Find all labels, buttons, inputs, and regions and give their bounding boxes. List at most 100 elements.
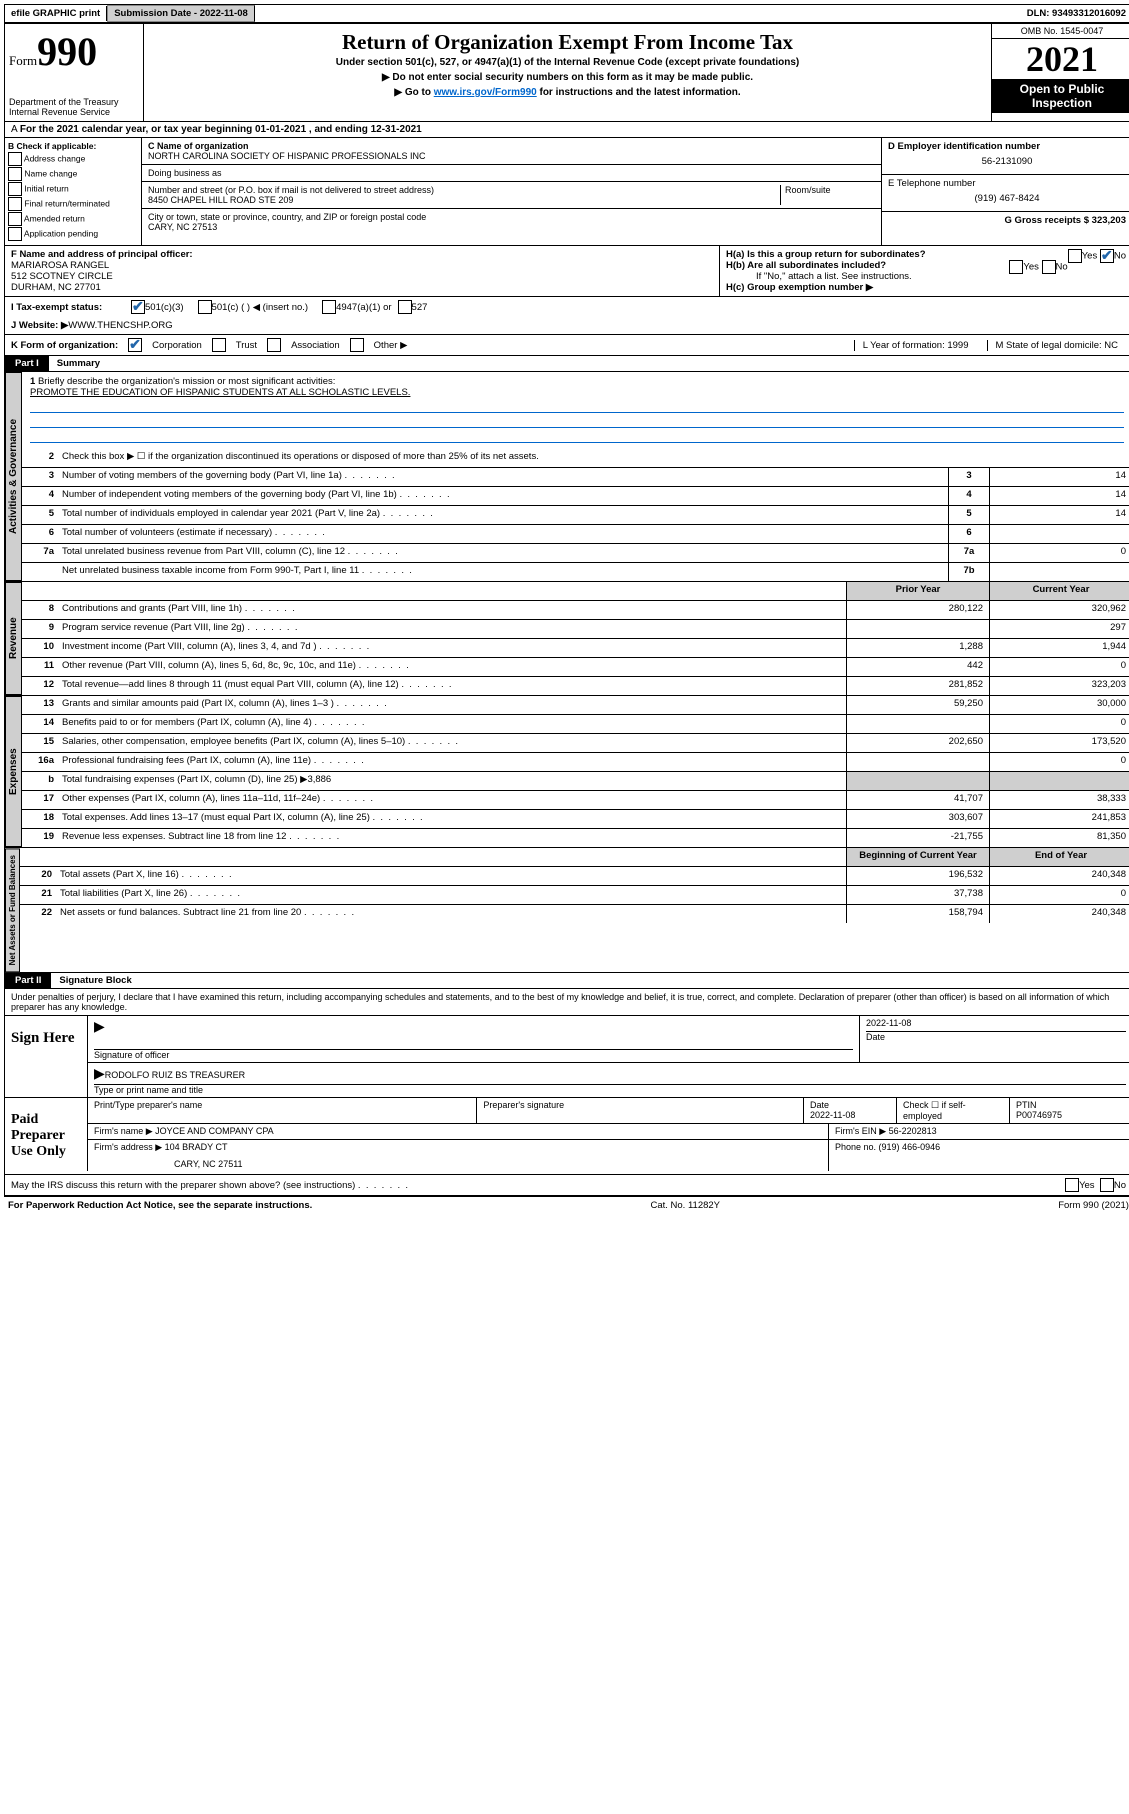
chk-501c[interactable] [198,300,212,314]
irs-link[interactable]: www.irs.gov/Form990 [434,87,537,98]
dept-label: Department of the Treasury Internal Reve… [9,97,139,117]
cell-h: H(a) Is this a group return for subordin… [720,246,1129,296]
val-7a: 0 [989,544,1129,562]
row-klm: K Form of organization: Corporation Trus… [4,335,1129,356]
part1-header: Part I Summary [4,356,1129,372]
prior-15: 202,650 [846,734,989,752]
chk-irs-yes[interactable] [1065,1178,1079,1192]
row-i: I Tax-exempt status: 501(c)(3) 501(c) ( … [4,297,1129,317]
val-6 [989,525,1129,543]
prior-18: 303,607 [846,810,989,828]
row-fh: F Name and address of principal officer:… [4,246,1129,297]
may-irs-row: May the IRS discuss this return with the… [4,1175,1129,1196]
prior-14 [846,715,989,733]
current-8: 320,962 [989,601,1129,619]
val-5: 14 [989,506,1129,524]
chk-other[interactable] [350,338,364,352]
prior-12: 281,852 [846,677,989,695]
right-box: OMB No. 1545-0047 2021 Open to Public In… [991,24,1129,121]
prior-19: -21,755 [846,829,989,847]
current-18: 241,853 [989,810,1129,828]
org-street: 8450 CHAPEL HILL ROAD STE 209 [148,195,293,205]
dln-label: DLN: 93493312016092 [1021,6,1129,21]
val-7b [989,563,1129,581]
current-19: 81,350 [989,829,1129,847]
val-3: 14 [989,468,1129,486]
cell-f: F Name and address of principal officer:… [5,246,720,296]
col-mid: C Name of organizationNORTH CAROLINA SOC… [142,138,881,245]
prior-9 [846,620,989,638]
prior-17: 41,707 [846,791,989,809]
current-9: 297 [989,620,1129,638]
center-title: Return of Organization Exempt From Incom… [144,24,991,121]
prior-20: 196,532 [846,867,989,885]
current-11: 0 [989,658,1129,676]
prep-date: 2022-11-08 [810,1110,855,1120]
org-name: NORTH CAROLINA SOCIETY OF HISPANIC PROFE… [148,151,426,161]
prior-16a [846,753,989,771]
block-bcdefg: B Check if applicable: Address change Na… [4,138,1129,246]
firm-phone: (919) 466-0946 [879,1142,941,1152]
gov-grid: Activities & Governance 1 Briefly descri… [4,372,1129,582]
chk-initial-return[interactable]: Initial return [8,182,138,196]
signer-name: RODOLFO RUIZ BS TREASURER [105,1070,245,1080]
net-grid: Net Assets or Fund Balances Beginning of… [4,848,1129,973]
prior-11: 442 [846,658,989,676]
rev-grid: Revenue Prior YearCurrent Year 8Contribu… [4,582,1129,696]
chk-association[interactable] [267,338,281,352]
tax-year: 2021 [992,39,1129,80]
prior-22: 158,794 [846,905,989,923]
row-j: J Website: ▶ WWW.THENCSHP.ORG [4,317,1129,335]
chk-name-change[interactable]: Name change [8,167,138,181]
public-inspection: Open to Public Inspection [992,80,1129,113]
firm-addr1: 104 BRADY CT [165,1142,228,1152]
gross-receipts: G Gross receipts $ 323,203 [1005,215,1126,226]
firm-ein: 56-2202813 [889,1126,937,1136]
state-domicile: M State of legal domicile: NC [987,340,1127,351]
chk-app-pending[interactable]: Application pending [8,227,138,241]
sign-here-label: Sign Here [5,1016,87,1097]
current-10: 1,944 [989,639,1129,657]
part2-header: Part II Signature Block [4,973,1129,989]
prior-21: 37,738 [846,886,989,904]
top-bar: efile GRAPHIC print Submission Date - 20… [4,4,1129,23]
mission: PROMOTE THE EDUCATION OF HISPANIC STUDEN… [30,387,410,398]
exp-grid: Expenses 13Grants and similar amounts pa… [4,696,1129,848]
ein: 56-2131090 [888,152,1126,171]
title-block: Form990 Department of the Treasury Inter… [4,23,1129,122]
current-22: 240,348 [989,905,1129,923]
chk-final-return[interactable]: Final return/terminated [8,197,138,211]
efile-label: efile GRAPHIC print [5,6,107,21]
vtab-net: Net Assets or Fund Balances [5,848,20,972]
chk-trust[interactable] [212,338,226,352]
sign-date: 2022-11-08 [866,1018,911,1028]
chk-corporation[interactable] [128,338,142,352]
current-12: 323,203 [989,677,1129,695]
current-14: 0 [989,715,1129,733]
vtab-governance: Activities & Governance [5,372,22,581]
chk-irs-no[interactable] [1100,1178,1114,1192]
firm-addr2: CARY, NC 27511 [94,1153,822,1169]
omb-label: OMB No. 1545-0047 [992,24,1129,39]
vtab-expenses: Expenses [5,696,22,847]
paid-preparer-label: Paid Preparer Use Only [5,1098,87,1174]
vtab-revenue: Revenue [5,582,22,695]
col-b: B Check if applicable: Address change Na… [5,138,142,245]
chk-address-change[interactable]: Address change [8,152,138,166]
prior-8: 280,122 [846,601,989,619]
current-21: 0 [989,886,1129,904]
chk-501c3[interactable] [131,300,145,314]
chk-4947[interactable] [322,300,336,314]
website: WWW.THENCSHP.ORG [68,320,172,331]
chk-amended-return[interactable]: Amended return [8,212,138,226]
form-id: Form990 Department of the Treasury Inter… [5,24,144,121]
row-a: A For the 2021 calendar year, or tax yea… [4,122,1129,138]
current-16a: 0 [989,753,1129,771]
phone: (919) 467-8424 [888,189,1126,208]
current-17: 38,333 [989,791,1129,809]
submission-date-button[interactable]: Submission Date - 2022-11-08 [107,5,255,22]
col-right: D Employer identification number56-21310… [881,138,1129,245]
prior-13: 59,250 [846,696,989,714]
year-formation: L Year of formation: 1999 [854,340,977,351]
chk-527[interactable] [398,300,412,314]
